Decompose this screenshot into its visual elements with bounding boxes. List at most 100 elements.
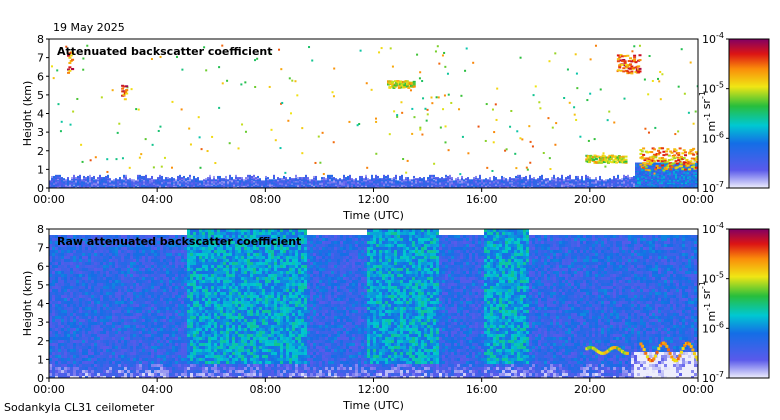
- speckle: [576, 87, 579, 90]
- cloud-cell: [646, 151, 650, 154]
- speckle: [269, 52, 272, 55]
- speckle: [287, 119, 290, 122]
- cloud-cell: [626, 54, 630, 57]
- cloud-cell: [652, 148, 656, 151]
- speckle: [484, 139, 487, 142]
- speckle: [411, 107, 414, 110]
- cloud-cell: [679, 350, 683, 354]
- speckle: [450, 101, 453, 104]
- cloud-cell: [588, 160, 592, 163]
- speckle: [393, 110, 396, 113]
- cloud-cell: [679, 165, 683, 168]
- cloud-cell: [637, 65, 641, 68]
- speckle: [106, 170, 109, 173]
- cloud-cell: [650, 151, 654, 154]
- speckle: [370, 88, 373, 91]
- speckle: [89, 159, 92, 162]
- speckle: [348, 120, 351, 123]
- speckle: [311, 59, 314, 62]
- speckle: [72, 110, 75, 113]
- speckle: [111, 89, 114, 92]
- cloud-cell: [656, 149, 660, 152]
- speckle: [401, 111, 404, 114]
- cloud-cell: [638, 54, 642, 57]
- cloud-cell: [663, 160, 667, 163]
- speckle: [579, 135, 582, 138]
- cloud-cell: [646, 157, 650, 160]
- cloud-cell: [663, 158, 667, 161]
- cloud-cell: [403, 86, 407, 89]
- cloud-cell: [661, 164, 665, 167]
- cloud-cell: [609, 157, 613, 160]
- cloud-cell: [647, 169, 651, 172]
- cloud-cell: [665, 150, 669, 153]
- speckle: [421, 133, 424, 136]
- speckle: [680, 48, 683, 51]
- speckle: [692, 122, 695, 125]
- speckle: [170, 166, 173, 169]
- speckle: [549, 168, 552, 171]
- y-tick-label: 2: [37, 145, 44, 158]
- cloud-cell: [626, 70, 630, 73]
- cloud-cell: [638, 70, 642, 73]
- speckle: [65, 45, 68, 48]
- speckle: [644, 127, 647, 130]
- cloud-cell: [666, 166, 670, 169]
- cloud-cell: [649, 359, 653, 363]
- cloud-cell: [671, 162, 675, 165]
- x-tick-label: 20:00: [574, 193, 606, 206]
- speckle: [157, 129, 160, 132]
- colorbar-unit: m-1 sr-1: [698, 91, 718, 131]
- y-tick-label: 7: [37, 52, 44, 65]
- cloud-cell: [689, 162, 693, 165]
- cloud-cell: [696, 358, 698, 362]
- speckle: [308, 46, 311, 49]
- speckle: [426, 113, 429, 116]
- speckle: [486, 166, 489, 169]
- cloud-cell: [692, 352, 696, 356]
- cloud-cell: [629, 57, 633, 60]
- cloud-cell: [121, 87, 125, 90]
- speckle: [416, 53, 419, 56]
- cloud-cell: [613, 158, 617, 161]
- cloud-cell: [656, 159, 660, 162]
- speckle: [444, 65, 447, 68]
- cloud-cell: [641, 344, 645, 348]
- speckle: [211, 135, 214, 138]
- speckle: [653, 172, 656, 175]
- speckle: [521, 138, 524, 141]
- speckle: [485, 103, 488, 106]
- cloud-cell: [662, 154, 666, 157]
- speckle: [631, 50, 634, 53]
- speckle: [281, 101, 284, 104]
- speckle: [80, 143, 83, 146]
- speckle: [613, 121, 616, 124]
- cloud-cell: [597, 155, 601, 158]
- cloud-cell: [621, 350, 625, 354]
- cloud-cell: [393, 80, 397, 83]
- cloud-cell: [620, 55, 624, 58]
- speckle: [332, 95, 335, 98]
- speckle: [674, 161, 677, 164]
- cloud-cell: [599, 351, 603, 355]
- cloud-cell: [391, 83, 395, 86]
- cloud-cell: [622, 67, 626, 70]
- speckle: [365, 82, 368, 85]
- speckle: [218, 66, 221, 69]
- cloud-cell: [688, 161, 692, 164]
- colorbar-tick-label: 10-5: [702, 271, 724, 286]
- cloud-cell: [624, 351, 628, 355]
- speckle: [568, 101, 571, 104]
- cloud-cell: [608, 160, 612, 163]
- cloud-cell: [624, 155, 628, 158]
- cloud-cell: [681, 168, 685, 171]
- speckle: [529, 140, 532, 143]
- cloud-cell: [401, 83, 405, 86]
- y-axis-label: Height (km): [21, 81, 34, 147]
- speckle: [244, 130, 247, 133]
- cloud-cell: [69, 59, 73, 62]
- cloud-cell: [619, 69, 623, 72]
- cloud-cell: [123, 98, 127, 101]
- speckle: [82, 68, 85, 71]
- cloud-cell: [676, 357, 680, 361]
